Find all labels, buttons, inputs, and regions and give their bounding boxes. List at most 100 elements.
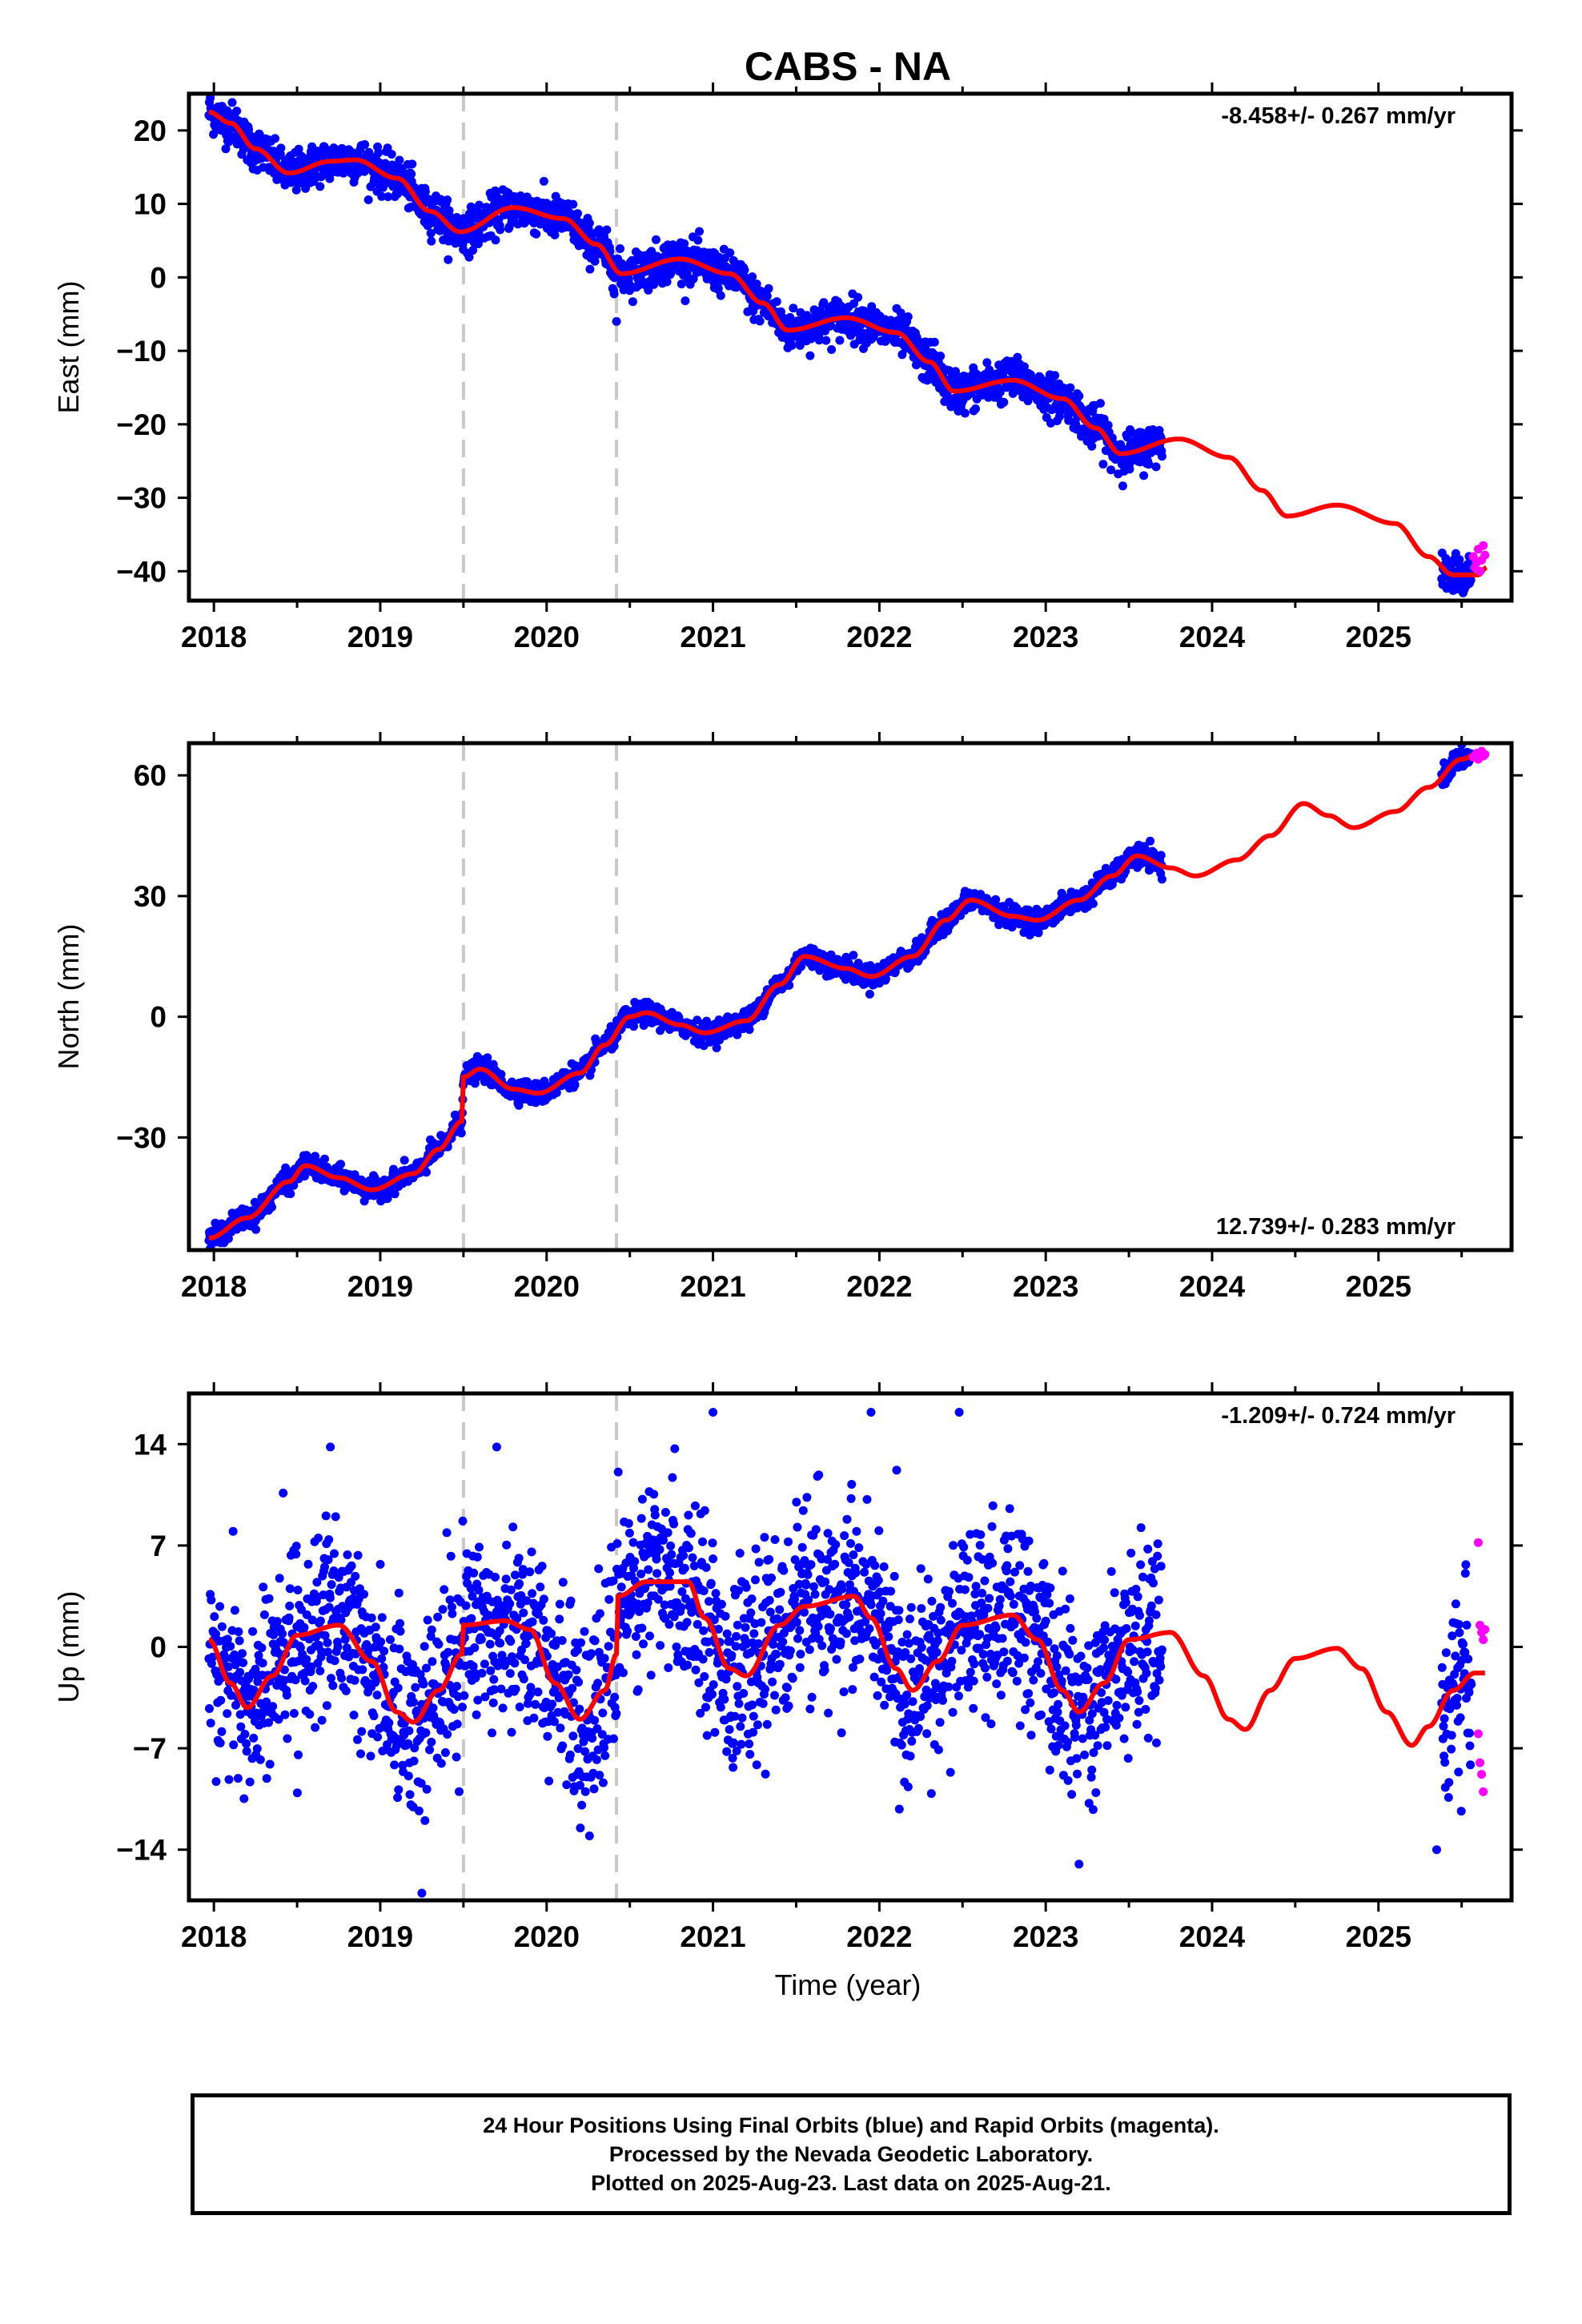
rapid-point [1472, 557, 1481, 567]
data-point [231, 1700, 240, 1710]
data-point [408, 159, 417, 169]
data-point [207, 1595, 216, 1605]
data-point [207, 1659, 216, 1668]
data-point [282, 1691, 291, 1700]
data-point [1054, 412, 1064, 421]
data-point [396, 1626, 405, 1636]
data-point [367, 1613, 376, 1622]
data-point [1028, 375, 1038, 384]
data-point [353, 1735, 362, 1744]
data-point [359, 1590, 368, 1599]
data-point [662, 277, 672, 287]
data-point [320, 1562, 329, 1572]
data-point [1087, 441, 1097, 451]
data-point [789, 304, 798, 313]
y-tick-label: −30 [116, 1121, 167, 1154]
x-tick-label: 2023 [1013, 621, 1078, 653]
data-point [442, 1528, 452, 1538]
data-point [363, 195, 373, 204]
data-point [379, 1647, 389, 1656]
data-point [602, 225, 612, 235]
data-point [584, 219, 594, 228]
data-point [1096, 399, 1105, 408]
data-point [464, 252, 474, 262]
data-point [272, 1617, 282, 1626]
data-point [366, 1751, 375, 1761]
data-point [835, 336, 845, 345]
data-point [271, 134, 279, 143]
data-point [215, 1739, 225, 1747]
data-point [248, 1626, 258, 1636]
data-point [725, 248, 735, 258]
data-point [387, 150, 396, 159]
data-point [427, 236, 436, 246]
data-point [268, 1702, 278, 1711]
data-point [434, 1639, 444, 1649]
data-point [262, 1774, 271, 1783]
x-tick-label: 2024 [1179, 1270, 1246, 1303]
data-point [216, 1695, 226, 1705]
model-fit-line [208, 109, 1488, 577]
outlier-point [612, 316, 621, 326]
x-tick-label: 2022 [846, 621, 912, 653]
y-axis-label: East (mm) [52, 281, 85, 414]
data-point [426, 228, 436, 238]
data-point [211, 1777, 221, 1787]
data-point [1118, 481, 1127, 491]
data-point [867, 302, 877, 312]
data-point [393, 1793, 403, 1803]
data-point [305, 1710, 315, 1719]
data-point [1156, 850, 1166, 860]
y-tick-label: 60 [134, 759, 167, 792]
data-point [269, 1630, 279, 1639]
data-point [286, 1189, 295, 1199]
data-point [373, 1732, 383, 1742]
data-point [1106, 465, 1116, 475]
data-point [1013, 352, 1022, 362]
data-point [960, 408, 970, 418]
data-point [651, 235, 661, 244]
data-point [343, 1550, 352, 1559]
data-point [208, 1652, 217, 1662]
data-point [328, 1681, 338, 1691]
data-point [443, 1730, 452, 1739]
panels: 2018 2019 2020 2021 2022 2023 2024 202520100−10… [52, 82, 1523, 1953]
data-point [276, 143, 286, 153]
data-point [405, 1790, 415, 1799]
data-point [991, 895, 1001, 904]
data-point [210, 1612, 219, 1622]
data-point [302, 1610, 311, 1619]
data-point [414, 1806, 424, 1815]
data-point [764, 283, 773, 293]
data-point [340, 1634, 350, 1644]
data-point [280, 1710, 290, 1719]
data-point [849, 951, 858, 960]
data-point [420, 1642, 429, 1651]
data-point [347, 1561, 356, 1570]
data-point [573, 209, 582, 219]
y-tick-label: −10 [116, 335, 167, 368]
data-point [291, 1675, 300, 1685]
data-point [881, 974, 890, 983]
data-point [785, 312, 795, 322]
data-point [245, 1777, 255, 1787]
data-point [971, 404, 980, 413]
model-fit-line [208, 748, 1488, 1240]
data-point [425, 1745, 434, 1755]
data-point [590, 256, 600, 266]
data-point [496, 225, 505, 235]
data-point [319, 1590, 328, 1599]
data-point [235, 1710, 245, 1719]
data-point [238, 1649, 247, 1659]
rapid-orbit-points [1468, 541, 1490, 576]
data-point [320, 1154, 329, 1164]
data-point [299, 1622, 309, 1632]
data-point [294, 144, 303, 154]
data-point [217, 1727, 227, 1736]
x-tick-label: 2018 [181, 1270, 247, 1303]
data-point [550, 230, 560, 239]
data-point [333, 1642, 343, 1651]
data-point [327, 1580, 336, 1590]
data-point [323, 1555, 333, 1565]
data-point [371, 1622, 380, 1632]
